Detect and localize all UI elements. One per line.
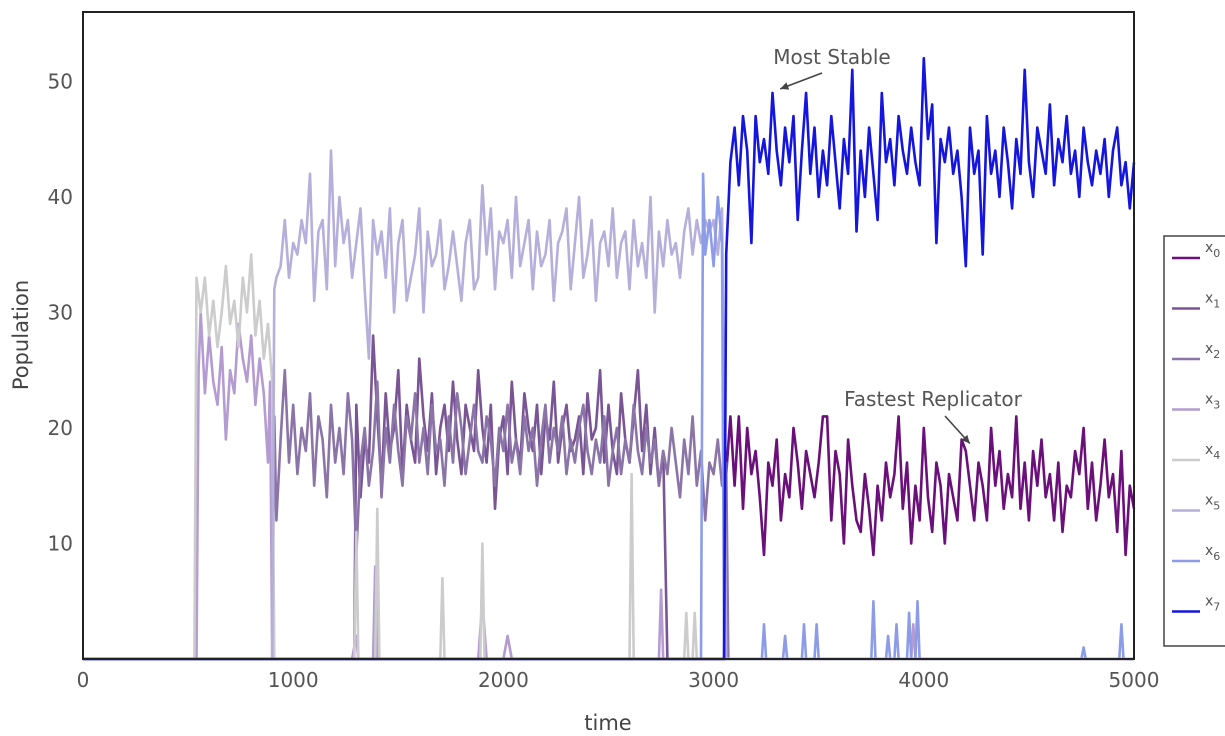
annotation-most-stable: Most Stable <box>773 45 890 69</box>
annotations: Most Stable Fastest Replicator <box>773 45 1023 445</box>
x-tick-label: 0 <box>77 668 90 692</box>
series-line-x4 <box>83 253 1134 661</box>
y-tick-label: 50 <box>48 69 73 93</box>
x-tick-label: 3000 <box>688 668 739 692</box>
series-line-x5 <box>83 149 1134 661</box>
annotation-fastest-replicator: Fastest Replicator <box>844 387 1023 411</box>
series-line-x0 <box>83 415 1136 661</box>
axis-ticks: 0 1000 2000 3000 4000 5000 10 20 30 40 50 <box>48 69 1160 692</box>
series-line-x7 <box>83 56 1136 661</box>
x-tick-label: 5000 <box>1109 668 1160 692</box>
series-line-x1 <box>83 334 1134 661</box>
arrow-most-stable-icon <box>779 72 823 90</box>
x-axis-label: time <box>584 711 631 735</box>
series-lines <box>83 56 1136 661</box>
y-tick-label: 40 <box>48 185 73 209</box>
x-tick-label: 4000 <box>898 668 949 692</box>
y-tick-label: 20 <box>48 416 73 440</box>
series-line-x2 <box>83 368 1134 661</box>
y-tick-label: 30 <box>48 300 73 324</box>
plot-frame <box>82 11 1135 660</box>
y-tick-label: 10 <box>48 531 73 555</box>
x-tick-label: 1000 <box>268 668 319 692</box>
y-axis-label: Population <box>9 280 33 390</box>
x-tick-label: 2000 <box>478 668 529 692</box>
legend-box <box>1163 235 1225 647</box>
arrow-fastest-replicator-icon <box>944 415 971 445</box>
